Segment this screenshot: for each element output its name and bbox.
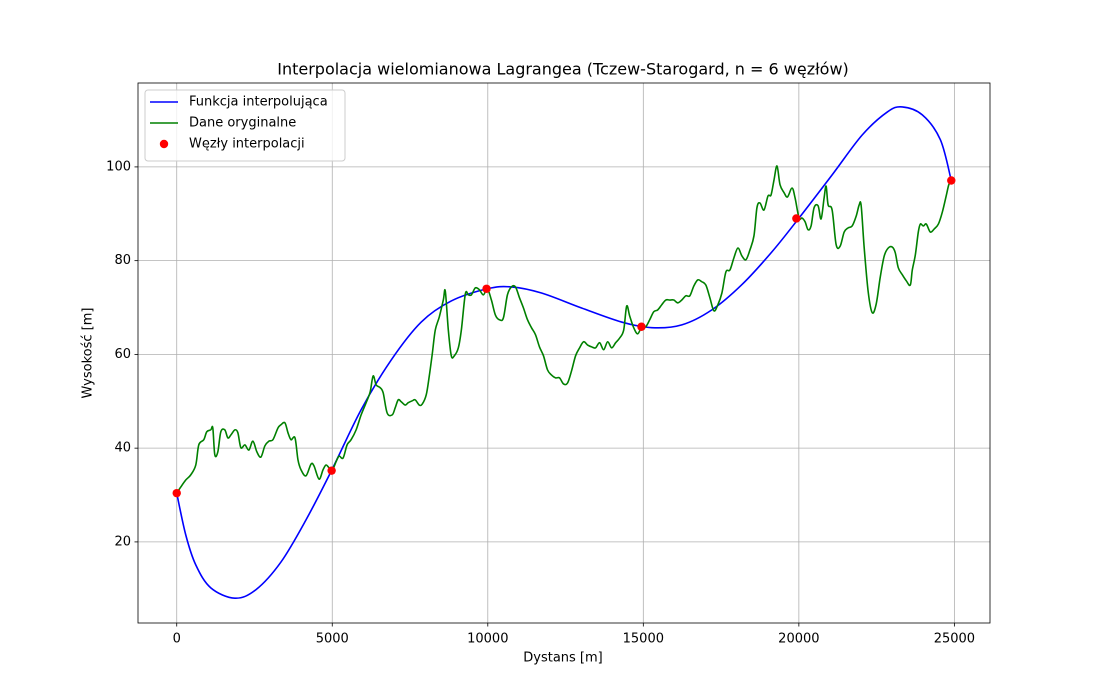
data-point	[792, 214, 801, 223]
y-tick-label: 20	[114, 534, 131, 549]
data-point	[327, 466, 336, 475]
y-tick-label: 60	[114, 347, 131, 362]
data-point	[482, 284, 491, 293]
x-axis-label: Dystans [m]	[523, 651, 603, 666]
legend-label: Węzły interpolacji	[189, 137, 305, 152]
data-point	[947, 176, 956, 185]
legend-marker	[159, 139, 169, 149]
plot-frame	[137, 82, 991, 624]
legend-label: Funkcja interpolująca	[189, 95, 328, 110]
data-point	[637, 322, 646, 331]
x-tick-label: 10000	[467, 632, 508, 647]
y-tick-label: 40	[114, 441, 131, 456]
data-line	[175, 106, 953, 599]
x-tick-label: 15000	[623, 632, 664, 647]
x-tick-label: 5000	[316, 632, 349, 647]
y-tick-label: 80	[114, 253, 131, 268]
legend: Funkcja interpolująca Dane oryginalne Węzł…	[144, 89, 346, 162]
data-point	[172, 488, 181, 498]
x-tick-label: 20000	[778, 632, 819, 647]
data-line	[176, 165, 952, 494]
legend-box	[144, 89, 346, 162]
y-tick-label: 100	[106, 159, 131, 174]
legend-label: Dane oryginalne	[189, 116, 296, 131]
y-axis-label: Wysokość [m]	[81, 308, 96, 399]
x-tick-label: 25000	[934, 632, 975, 647]
x-tick-label: 0	[173, 632, 181, 647]
chart-title: Interpolacja wielomianowa Lagrangea (Tcz…	[277, 60, 849, 79]
